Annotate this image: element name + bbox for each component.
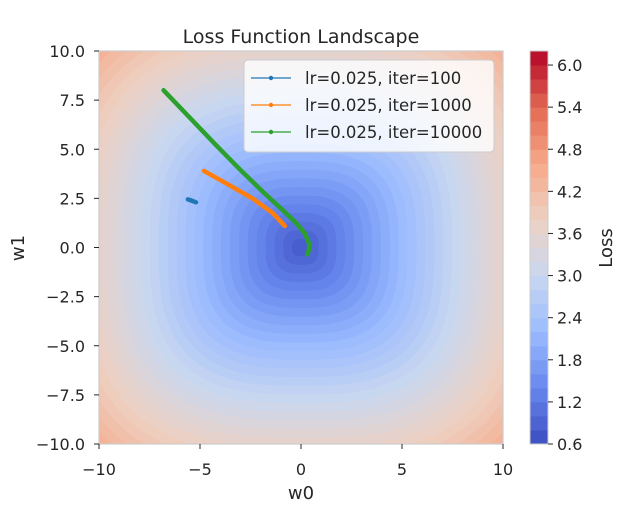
colorbar-tick-label: 3.0 bbox=[557, 267, 582, 286]
legend-swatch-marker bbox=[268, 102, 274, 108]
x-tick-label: −5 bbox=[188, 460, 212, 479]
x-axis: −10 −5 0 5 10 bbox=[82, 444, 513, 479]
colorbar-band bbox=[530, 303, 548, 319]
x-tick-label: −10 bbox=[82, 460, 116, 479]
colorbar-band bbox=[530, 345, 548, 361]
series-line bbox=[185, 197, 199, 205]
series-line bbox=[161, 88, 312, 257]
colorbar-ticks: 0.6 1.2 1.8 2.4 3.0 3.6 4.2 4.8 5.4 6.0 bbox=[548, 56, 582, 454]
colorbar-band bbox=[530, 51, 548, 66]
chart-title: Loss Function Landscape bbox=[183, 26, 420, 48]
colorbar-band bbox=[530, 359, 548, 375]
colorbar-label: Loss bbox=[596, 228, 617, 267]
colorbar-bands bbox=[530, 51, 548, 445]
colorbar-tick-label: 4.2 bbox=[557, 182, 582, 201]
colorbar-tick-label: 3.6 bbox=[557, 224, 582, 243]
legend-label: lr=0.025, iter=10000 bbox=[305, 123, 482, 142]
x-tick-label: 0 bbox=[296, 460, 306, 479]
y-tick-label: 10.0 bbox=[49, 42, 85, 61]
colorbar-tick-label: 5.4 bbox=[557, 98, 582, 117]
colorbar-band bbox=[530, 401, 548, 417]
colorbar-band bbox=[530, 163, 548, 178]
x-tick-label: 5 bbox=[397, 460, 407, 479]
legend-label: lr=0.025, iter=1000 bbox=[305, 96, 472, 115]
legend-box bbox=[243, 59, 495, 153]
colorbar-band bbox=[530, 79, 548, 94]
y-tick-label: 2.5 bbox=[60, 189, 85, 208]
x-axis-title: w0 bbox=[288, 483, 314, 504]
legend-swatch-marker bbox=[268, 129, 274, 135]
colorbar-band bbox=[530, 149, 548, 164]
colorbar-band bbox=[530, 373, 548, 389]
colorbar-band bbox=[530, 135, 548, 150]
y-tick-label: 0.0 bbox=[60, 239, 85, 258]
y-axis-title: w1 bbox=[8, 235, 29, 261]
colorbar-tick-label: 1.8 bbox=[557, 351, 582, 370]
colorbar-tick-label: 6.0 bbox=[557, 56, 582, 75]
legend: lr=0.025, iter=100 lr=0.025, iter=1000 lr=… bbox=[243, 59, 495, 153]
colorbar-tick-label: 2.4 bbox=[557, 309, 582, 328]
x-tick-label: 10 bbox=[493, 460, 513, 479]
colorbar-band bbox=[530, 331, 548, 347]
colorbar-band bbox=[530, 247, 548, 263]
y-axis: −10.0 −7.5 −5.0 −2.5 0.0 2.5 5.0 7.5 10.0 bbox=[36, 42, 99, 454]
colorbar-band bbox=[530, 289, 548, 305]
colorbar-tick-label: 1.2 bbox=[557, 393, 582, 412]
legend-swatch-marker bbox=[268, 75, 274, 81]
colorbar-band bbox=[530, 415, 548, 431]
colorbar-frame bbox=[529, 50, 549, 445]
colorbar-band bbox=[530, 261, 548, 277]
colorbar-band bbox=[530, 387, 548, 403]
legend-label: lr=0.025, iter=100 bbox=[305, 69, 461, 88]
y-tick-label: 5.0 bbox=[60, 140, 85, 159]
colorbar-band bbox=[530, 205, 548, 220]
colorbar-band bbox=[530, 191, 548, 206]
series-lines bbox=[161, 88, 312, 257]
y-tick-label: −2.5 bbox=[46, 288, 85, 307]
colorbar-band bbox=[530, 107, 548, 122]
series-line bbox=[201, 168, 288, 229]
colorbar-band bbox=[530, 65, 548, 80]
y-tick-label: −7.5 bbox=[46, 386, 85, 405]
y-tick-label: 7.5 bbox=[60, 91, 85, 110]
colorbar-band bbox=[530, 93, 548, 108]
colorbar-band bbox=[530, 121, 548, 136]
colorbar-band bbox=[530, 275, 548, 291]
colorbar-band bbox=[530, 317, 548, 333]
y-tick-label: −10.0 bbox=[36, 435, 85, 454]
contour-band bbox=[292, 238, 310, 257]
colorbar: 0.6 1.2 1.8 2.4 3.0 3.6 4.2 4.8 5.4 6.0 Loss bbox=[529, 50, 617, 454]
colorbar-band bbox=[530, 233, 548, 248]
colorbar-tick-label: 4.8 bbox=[557, 140, 582, 159]
y-tick-label: −5.0 bbox=[46, 337, 85, 356]
colorbar-tick-label: 0.6 bbox=[557, 435, 582, 454]
colorbar-band bbox=[530, 177, 548, 192]
colorbar-band bbox=[530, 219, 548, 234]
colorbar-band bbox=[530, 429, 548, 445]
